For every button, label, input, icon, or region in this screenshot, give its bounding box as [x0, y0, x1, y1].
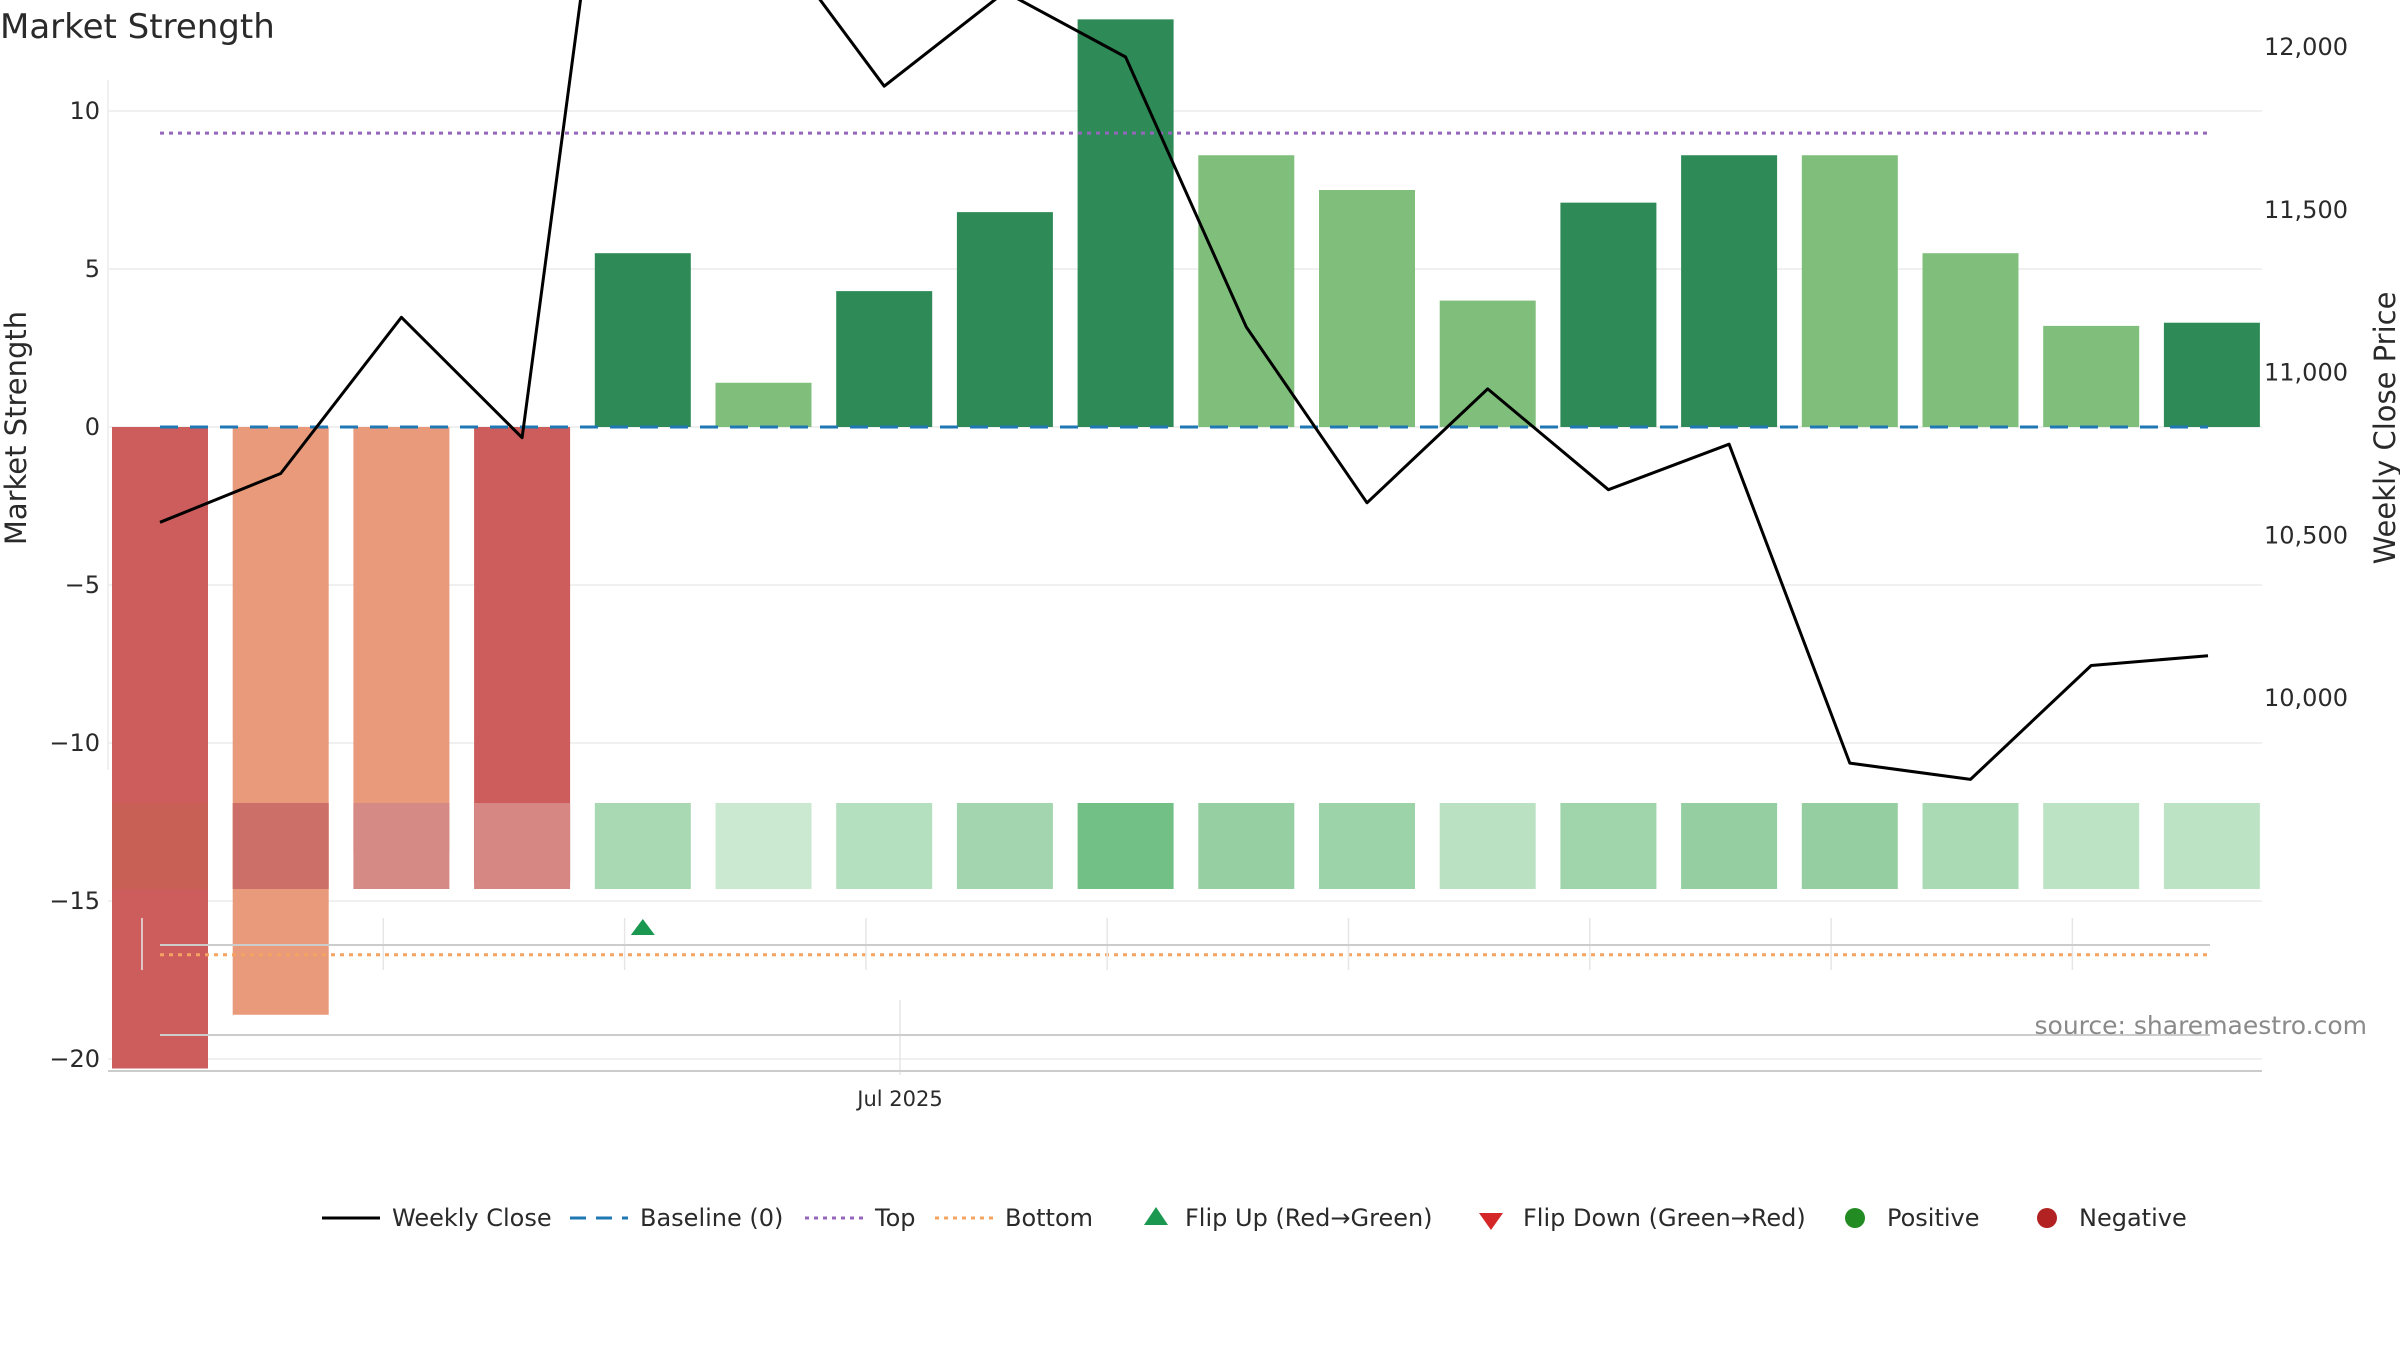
- legend-item: Positive: [1845, 1204, 1980, 1232]
- left-tick-label: −5: [65, 571, 100, 599]
- strip-cell: [232, 803, 329, 889]
- strip-cell: [1439, 803, 1536, 889]
- legend-item: Negative: [2037, 1204, 2187, 1232]
- source-label: source: sharemaestro.com: [2035, 1011, 2368, 1040]
- x-tick-label: Jul 2025: [855, 1087, 942, 1111]
- legend-item: Flip Down (Green→Red): [1479, 1204, 1806, 1232]
- right-axis-title: Weekly Close Price: [2368, 292, 2400, 565]
- legend-label: Bottom: [1005, 1204, 1093, 1232]
- right-tick-label: 11,500: [2264, 196, 2348, 224]
- left-tick-label: 10: [69, 97, 100, 125]
- strength-bar: [2163, 322, 2260, 427]
- strip-cell: [715, 803, 812, 889]
- legend-label: Negative: [2079, 1204, 2187, 1232]
- left-tick-label: 0: [85, 413, 100, 441]
- legend-label: Weekly Close: [392, 1204, 552, 1232]
- strength-bar: [1801, 155, 1898, 428]
- right-tick-label: 10,000: [2264, 684, 2348, 712]
- left-tick-label: 5: [85, 255, 100, 283]
- strip-cell: [1319, 803, 1415, 889]
- right-axis-ticks: 10,00010,50011,00011,50012,00012,50013,0…: [2264, 33, 2348, 712]
- legend: Weekly Close Baseline (0) Top Bottom Flip Up…: [322, 1204, 2187, 1232]
- legend-label: Flip Down (Green→Red): [1523, 1204, 1806, 1232]
- strength-bar: [1922, 253, 2019, 427]
- flip-panel: [141, 918, 2210, 970]
- left-tick-label: −10: [49, 729, 100, 757]
- strength-bar: [1560, 202, 1657, 427]
- legend-triangle-up-icon: [1144, 1207, 1168, 1225]
- strength-bar: [715, 382, 812, 427]
- strip-cell: [353, 803, 450, 889]
- legend-label: Positive: [1887, 1204, 1980, 1232]
- strength-bar: [112, 427, 208, 1069]
- right-tick-label: 10,500: [2264, 521, 2348, 549]
- legend-item: Flip Up (Red→Green): [1144, 1204, 1433, 1232]
- strip-cell: [1801, 803, 1898, 889]
- strength-bar: [1319, 190, 1415, 427]
- flip-up-marker: [630, 919, 655, 935]
- left-axis-ticks: −20−15−10−505101520: [49, 97, 100, 1073]
- strip-cell: [956, 803, 1053, 889]
- strength-bar: [836, 291, 933, 427]
- strength-bar: [594, 253, 691, 427]
- strip-cell: [2043, 803, 2140, 889]
- bars: [112, 19, 2260, 1069]
- strength-bar: [1681, 155, 1778, 428]
- legend-label: Flip Up (Red→Green): [1185, 1204, 1433, 1232]
- strength-bar: [956, 212, 1053, 427]
- left-axis-title: Market Strength: [0, 311, 33, 545]
- legend-triangle-down-icon: [1479, 1213, 1503, 1230]
- legend-circle-icon: [1845, 1208, 1865, 1228]
- strip-cell: [2163, 803, 2260, 889]
- right-tick-label: 11,000: [2264, 359, 2348, 387]
- right-tick-label: 12,000: [2264, 33, 2348, 61]
- timeline-panel: [108, 1000, 2262, 1075]
- strip-cell: [1922, 803, 2019, 889]
- left-tick-label: −15: [49, 887, 100, 915]
- weekly-close-series: [159, 0, 2209, 781]
- strength-heat-strip: [112, 803, 2260, 889]
- weekly-close-line: [159, 0, 2209, 781]
- strip-cell: [594, 803, 691, 889]
- strip-cell: [836, 803, 933, 889]
- strength-bar: [1198, 155, 1295, 428]
- strip-cell: [112, 803, 208, 889]
- strip-cell: [474, 803, 571, 889]
- legend-item: Weekly Close: [322, 1204, 552, 1232]
- legend-item: Baseline (0): [570, 1204, 783, 1232]
- strength-bar: [2043, 325, 2140, 427]
- legend-item: Bottom: [935, 1204, 1093, 1232]
- strip-cell: [1560, 803, 1657, 889]
- strip-cell: [1198, 803, 1295, 889]
- strength-bar: [1439, 300, 1536, 427]
- legend-label: Baseline (0): [640, 1204, 783, 1232]
- strip-cell: [1077, 803, 1174, 889]
- strength-bar: [353, 427, 450, 854]
- strength-bar: [1077, 19, 1174, 428]
- chart-title: Market Strength: [0, 7, 275, 47]
- legend-label: Top: [874, 1204, 916, 1232]
- strip-cell: [1681, 803, 1778, 889]
- legend-circle-icon: [2037, 1208, 2057, 1228]
- left-tick-label: −20: [49, 1045, 100, 1073]
- reference-lines: [160, 131, 2208, 957]
- legend-item: Top: [805, 1204, 916, 1232]
- strength-bar: [232, 427, 329, 1015]
